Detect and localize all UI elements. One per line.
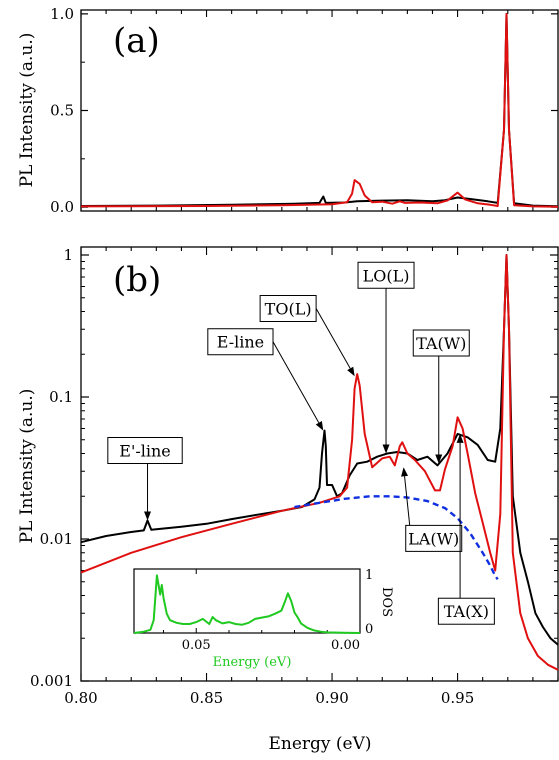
inset-ytick-label: 0	[365, 622, 373, 637]
annotation-box	[107, 436, 183, 464]
annotation-box	[405, 524, 463, 552]
annotation-label: LA(W)	[408, 529, 459, 548]
panel-b-xlabel: Energy (eV)	[268, 734, 371, 754]
annotation-arrowhead	[347, 366, 355, 377]
inset-ylabel: DOS	[379, 587, 394, 617]
annotation-label: TA(W)	[416, 334, 466, 353]
annotation-label: LO(L)	[363, 266, 410, 285]
panel-a-ytick-label: 0.5	[50, 102, 74, 120]
panel-b-ytick-label: 0.1	[49, 388, 73, 406]
annotation-label: E'-line	[119, 441, 171, 460]
dos-inset: 0.05 0.00 0 1 DOS Energy (eV)	[133, 568, 394, 670]
annotation-arrowhead	[382, 444, 390, 454]
annotation-to-l: TO(L)	[259, 294, 355, 377]
annotation-e-line: E'-line	[107, 436, 183, 521]
panel-a-ytick-label: 0.0	[50, 198, 74, 216]
annotation-arrow	[315, 308, 351, 369]
panel-b-blue-line	[294, 495, 499, 581]
panel-a-ticks: 0.0 0.5 1.0	[50, 5, 559, 216]
panel-b-frame	[80, 246, 559, 682]
annotation-label: E-line	[217, 333, 264, 352]
panel-a-red-line	[80, 12, 559, 208]
panel-b-xtick-label: 0.95	[441, 689, 474, 707]
inset-ytick-label: 1	[365, 568, 373, 583]
inset-xtick-label: 0.00	[331, 638, 360, 653]
panel-b-xtick-label: 0.80	[64, 689, 97, 707]
inset-xtick-label: 0.05	[182, 638, 211, 653]
panel-b-ytick-label: 0.01	[40, 530, 73, 548]
panel-b-ytick-label: 0.001	[30, 672, 73, 690]
annotation-box	[412, 329, 470, 357]
panel-b-ylabel: PL Intensity (a.u.)	[17, 389, 37, 544]
panel-b-label: (b)	[113, 260, 161, 300]
panel-a-label: (a)	[113, 21, 160, 61]
annotation-arrowhead	[456, 433, 464, 443]
inset-series	[133, 574, 361, 634]
annotation-label: TO(L)	[265, 299, 312, 318]
annotation-box	[437, 597, 495, 625]
annotation-lo-l: LO(L)	[357, 261, 415, 454]
panel-b-series	[80, 254, 559, 671]
panel-a-ylabel: PL Intensity (a.u.)	[17, 33, 37, 188]
annotation-la-w: LA(W)	[401, 467, 463, 552]
annotation-label: TA(X)	[444, 602, 489, 621]
inset-ticks: 0.05 0.00 0 1	[162, 568, 373, 653]
panel-a-ytick-label: 1.0	[50, 5, 74, 23]
panel-b-red-line	[80, 254, 559, 671]
panel-a-series	[80, 12, 559, 208]
annotation-box	[259, 294, 317, 322]
inset-green-line	[133, 574, 361, 634]
panel-b-xtick-label: 0.85	[190, 689, 223, 707]
annotation-ta-w: TA(W)	[412, 329, 470, 464]
annotation-arrowhead	[315, 421, 324, 431]
inset-xlabel: Energy (eV)	[213, 655, 292, 670]
annotation-ta-x: TA(X)	[437, 433, 495, 625]
annotation-arrowhead	[401, 467, 409, 477]
panel-b-xtick-label: 0.90	[315, 689, 348, 707]
annotation-arrowhead	[435, 454, 443, 464]
panel-b-ytick-label: 1	[63, 246, 73, 264]
annotation-arrow	[404, 476, 411, 526]
annotation-e-line: E-line	[207, 328, 324, 431]
annotation-arrowhead	[144, 511, 152, 521]
annotation-arrow	[272, 341, 320, 424]
panel-a: 0.0 0.5 1.0 (a) PL Intensity (a.u.)	[17, 5, 559, 216]
